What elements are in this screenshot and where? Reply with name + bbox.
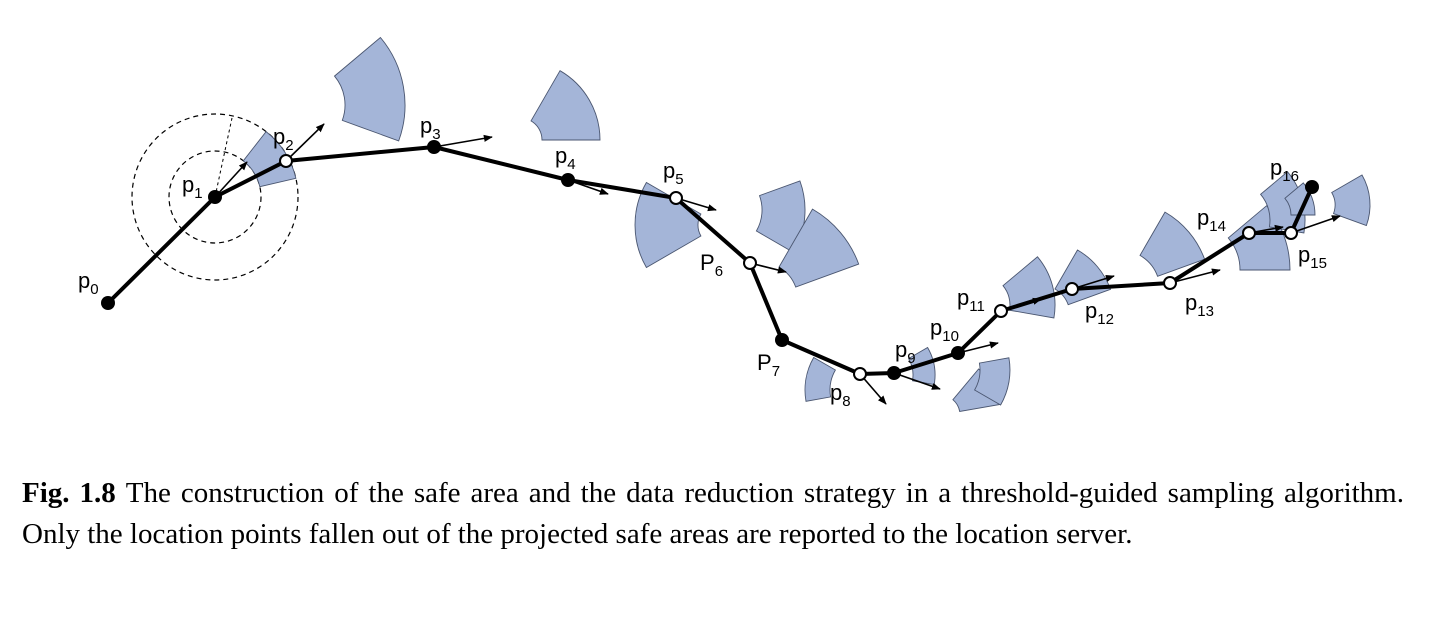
label-base-p6: P xyxy=(700,250,715,275)
point-p16 xyxy=(1305,180,1319,194)
inner-threshold-circle xyxy=(168,150,262,244)
safe-area-sector-3 xyxy=(530,70,601,141)
sector-bound-line xyxy=(214,117,233,198)
label-p9: p9 xyxy=(895,337,916,367)
label-p5: p5 xyxy=(663,158,684,188)
label-p15: p15 xyxy=(1298,242,1327,272)
safe-area-sector-10 xyxy=(973,357,1011,406)
point-p0 xyxy=(101,296,115,310)
point-p14 xyxy=(1242,226,1256,240)
velocity-arrow-1 xyxy=(214,161,248,198)
point-p10 xyxy=(951,346,965,360)
label-base-p0: p xyxy=(78,268,90,293)
label-base-p15: p xyxy=(1298,242,1310,267)
velocity-arrow-12 xyxy=(1169,268,1221,284)
point-p2 xyxy=(279,154,293,168)
label-sub-p10: 10 xyxy=(942,328,959,345)
label-p8: p8 xyxy=(830,380,851,410)
point-p3 xyxy=(427,140,441,154)
label-p4: p4 xyxy=(555,143,576,173)
label-base-p3: p xyxy=(420,113,432,138)
label-sub-p7: 7 xyxy=(772,363,780,380)
label-p6: P6 xyxy=(700,250,723,280)
safe-area-sector-17 xyxy=(1331,174,1371,227)
figure-caption: Fig. 1.8 The construction of the safe are… xyxy=(22,473,1404,555)
label-base-p14: p xyxy=(1197,205,1209,230)
label-base-p12: p xyxy=(1085,298,1097,323)
label-base-p13: p xyxy=(1185,290,1197,315)
caption-label: Fig. 1.8 xyxy=(22,477,116,509)
label-sub-p12: 12 xyxy=(1097,311,1114,328)
point-p6 xyxy=(743,256,757,270)
label-p11: p11 xyxy=(957,285,985,315)
label-base-p7: P xyxy=(757,350,772,375)
label-sub-p5: 5 xyxy=(675,171,683,188)
label-sub-p14: 14 xyxy=(1209,218,1226,235)
label-base-p4: p xyxy=(555,143,567,168)
trajectory-diagram: p0 p1 p2 p3 p4 p5 P6 P7 p8 p9 p10 p11 p12 p13 p14 p15 p1… xyxy=(78,36,1371,413)
label-p3: p3 xyxy=(420,113,441,143)
label-p7: P7 xyxy=(757,350,780,380)
velocity-arrow-8 xyxy=(893,372,941,390)
label-p16: p16 xyxy=(1270,155,1299,185)
label-p12: p12 xyxy=(1085,298,1114,328)
label-sub-p15: 15 xyxy=(1310,255,1327,272)
label-base-p2: p xyxy=(273,124,285,149)
point-p7 xyxy=(775,333,789,347)
velocity-arrow-2 xyxy=(285,123,325,162)
safe-area-sector-4 xyxy=(634,181,702,269)
velocity-arrow-14 xyxy=(1290,215,1341,234)
label-p0: p0 xyxy=(78,268,99,298)
velocity-arrow-3 xyxy=(433,134,493,148)
label-sub-p8: 8 xyxy=(842,393,850,410)
point-p8 xyxy=(853,367,867,381)
label-sub-p13: 13 xyxy=(1197,303,1214,320)
point-p9 xyxy=(887,366,901,380)
velocity-arrow-4 xyxy=(567,179,609,195)
outer-threshold-circle xyxy=(131,113,299,281)
caption-text: The construction of the safe area and th… xyxy=(22,477,1404,550)
label-sub-p16: 16 xyxy=(1282,168,1299,185)
label-sub-p11: 11 xyxy=(969,298,985,315)
label-sub-p3: 3 xyxy=(432,126,440,143)
label-base-p10: p xyxy=(930,315,942,340)
safe-area-sector-12 xyxy=(1054,249,1112,306)
safe-area-sector-7 xyxy=(804,356,837,402)
label-p13: p13 xyxy=(1185,290,1214,320)
label-base-p1: p xyxy=(182,172,194,197)
label-p1: p1 xyxy=(182,172,203,202)
label-sub-p9: 9 xyxy=(907,350,915,367)
safe-area-sector-11 xyxy=(1002,256,1056,319)
label-p10: p10 xyxy=(930,315,959,345)
point-p15 xyxy=(1284,226,1298,240)
safe-area-sector-2 xyxy=(333,36,406,142)
safe-area-sector-1 xyxy=(242,130,297,188)
point-p13 xyxy=(1163,276,1177,290)
point-p5 xyxy=(669,191,683,205)
point-p11 xyxy=(994,304,1008,318)
label-sub-p1: 1 xyxy=(194,185,202,202)
label-base-p11: p xyxy=(957,285,969,310)
label-base-p16: p xyxy=(1270,155,1282,180)
label-p14: p14 xyxy=(1197,205,1226,235)
label-base-p5: p xyxy=(663,158,675,183)
point-p4 xyxy=(561,173,575,187)
point-p1 xyxy=(208,190,222,204)
label-sub-p6: 6 xyxy=(715,263,723,280)
label-base-p8: p xyxy=(830,380,842,405)
label-sub-p2: 2 xyxy=(285,137,293,154)
label-sub-p4: 4 xyxy=(567,156,575,173)
velocity-arrow-11 xyxy=(1071,274,1115,290)
label-p2: p2 xyxy=(273,124,294,154)
label-base-p9: p xyxy=(895,337,907,362)
point-p12 xyxy=(1065,282,1079,296)
label-sub-p0: 0 xyxy=(90,281,98,298)
